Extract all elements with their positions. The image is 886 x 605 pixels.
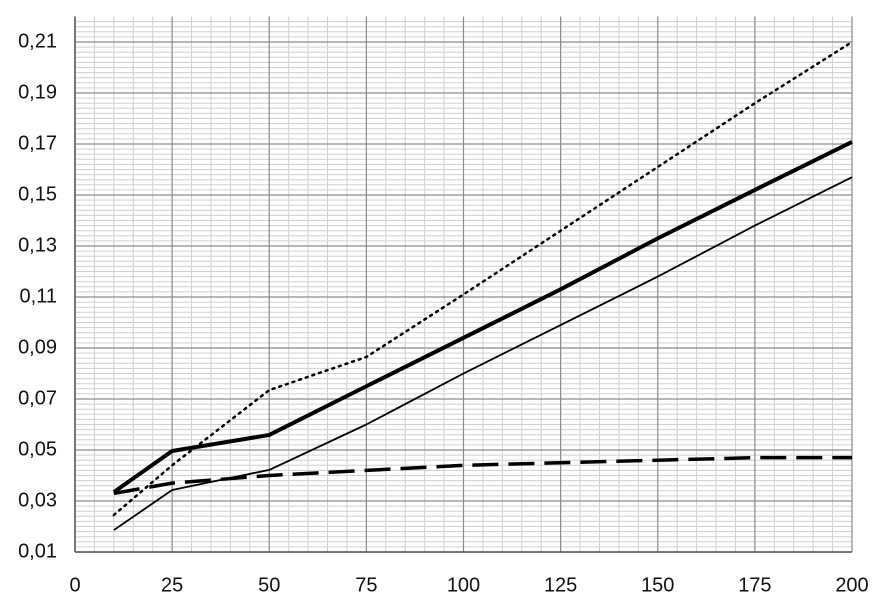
x-tick-label: 75 (355, 574, 377, 596)
y-tick-label: 0,13 (18, 234, 57, 256)
y-tick-label: 0,17 (18, 132, 57, 154)
y-tick-label: 0,09 (18, 336, 57, 358)
y-tick-label: 0,07 (18, 387, 57, 409)
x-tick-label: 175 (738, 574, 771, 596)
y-tick-label: 0,19 (18, 81, 57, 103)
data-line (113, 455, 852, 496)
x-tick-label: 100 (447, 574, 480, 596)
x-tick-label: 50 (258, 574, 280, 596)
data-line (113, 176, 853, 531)
data-line (112, 140, 853, 494)
x-tick-label: 25 (161, 574, 183, 596)
y-tick-label: 0,03 (18, 489, 57, 511)
x-tick-label: 0 (69, 574, 80, 596)
y-tick-label: 0,15 (18, 183, 57, 205)
x-tick-label: 200 (835, 574, 868, 596)
x-tick-label: 150 (641, 574, 674, 596)
y-tick-label: 0,11 (20, 285, 57, 307)
data-line (112, 40, 854, 517)
y-tick-label: 0,05 (18, 438, 57, 460)
x-tick-label: 125 (544, 574, 577, 596)
y-tick-label: 0,01 (18, 540, 57, 562)
y-tick-label: 0,21 (18, 30, 57, 52)
